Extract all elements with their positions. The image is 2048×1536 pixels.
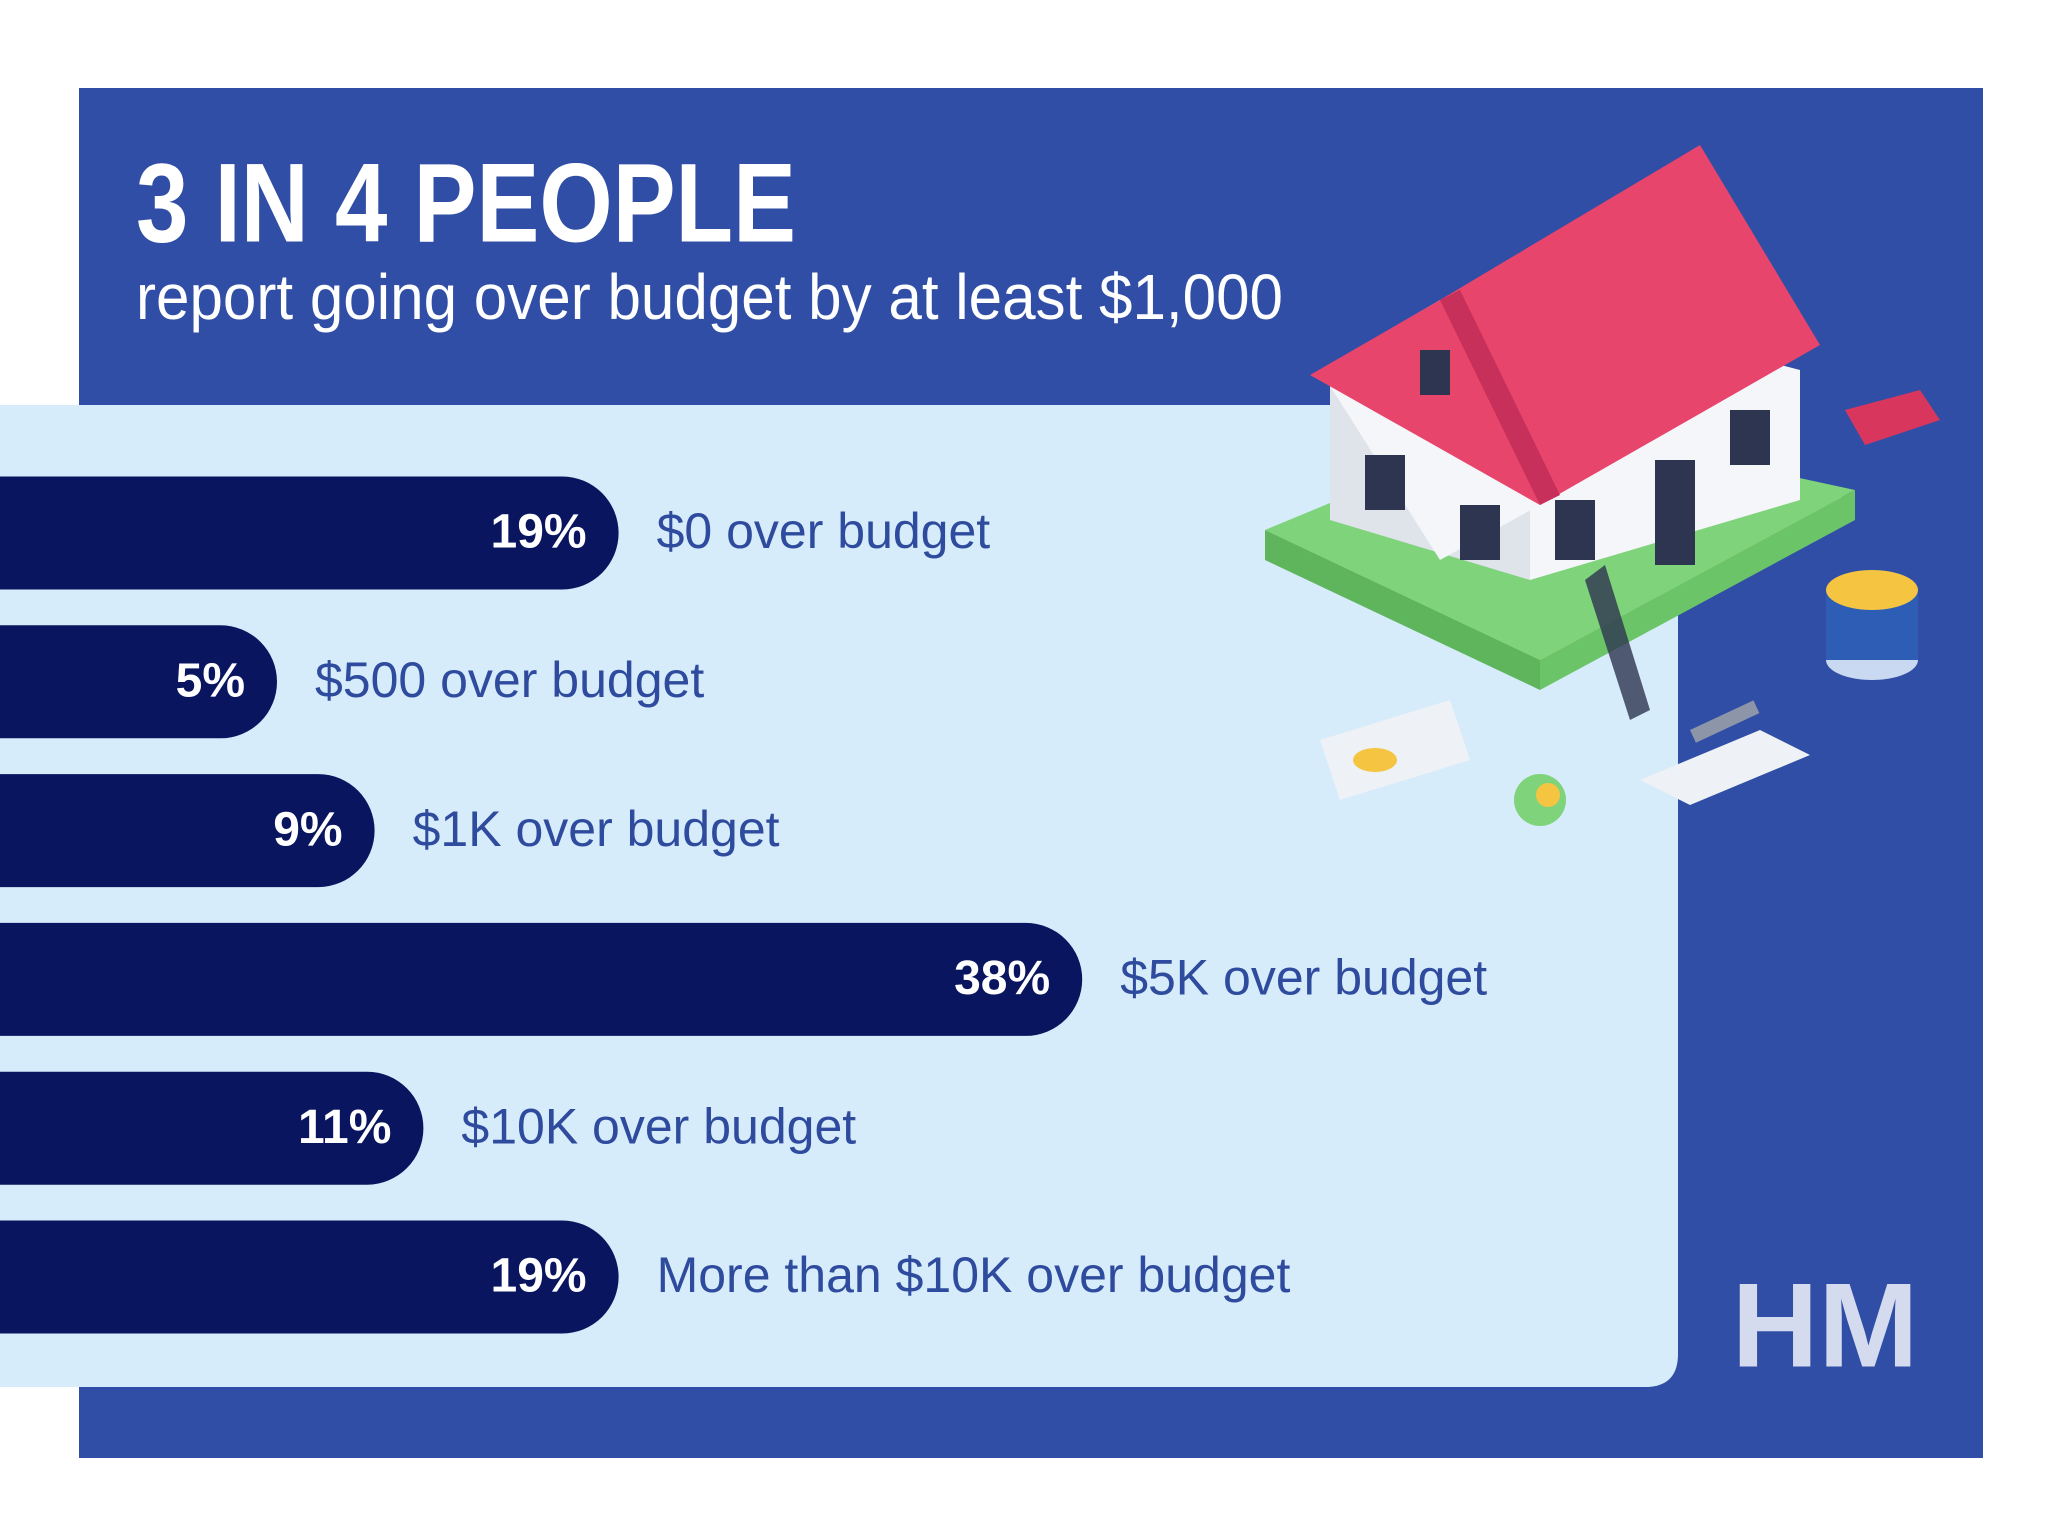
value-label: 38% — [954, 952, 1050, 1005]
category-label: $5K over budget — [1120, 950, 1487, 1006]
bar — [0, 625, 277, 739]
value-label: 9% — [273, 803, 342, 856]
bar — [0, 476, 619, 590]
bar — [0, 1220, 619, 1334]
value-label: 11% — [298, 1101, 391, 1154]
chart-subtitle: report going over budget by at least $1,… — [136, 261, 1283, 333]
logo: HM — [1732, 1259, 1919, 1393]
category-label: $1K over budget — [413, 801, 780, 857]
value-label: 19% — [491, 506, 587, 559]
bar — [0, 922, 1083, 1036]
value-label: 5% — [176, 654, 245, 707]
category-label: More than $10K over budget — [657, 1247, 1291, 1303]
value-label: 19% — [491, 1250, 587, 1303]
house-illustration — [1265, 145, 1940, 826]
chart-title: 3 IN 4 PEOPLE — [136, 141, 796, 266]
category-label: $10K over budget — [461, 1098, 856, 1154]
bars: 19% $0 over budget 5% $500 over budget 9% $1K… — [0, 476, 1487, 1334]
bar — [0, 774, 375, 888]
category-label: $0 over budget — [657, 503, 991, 559]
category-label: $500 over budget — [315, 652, 704, 708]
bar — [0, 1071, 424, 1185]
